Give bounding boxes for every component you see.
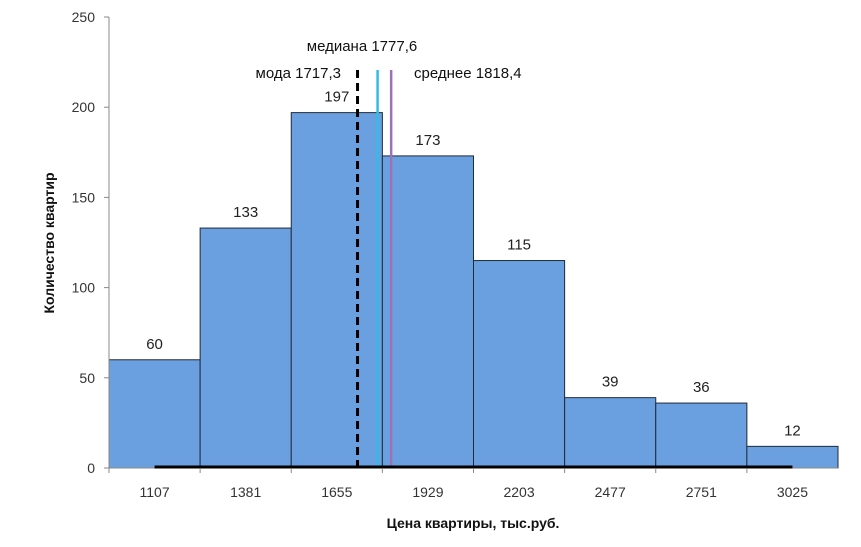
- bar-labels-group: 60 133 197 173 115 39 36 12: [146, 89, 801, 440]
- x-tick-label: 3025: [777, 484, 808, 500]
- bar-value-label: 133: [233, 204, 258, 221]
- bars-group: [108, 112, 839, 469]
- y-tick-label: 100: [72, 280, 96, 296]
- histogram-bar: [746, 445, 839, 469]
- histogram-bar: [108, 359, 201, 469]
- bar-value-label: 36: [693, 379, 710, 396]
- y-tick-label: 150: [72, 189, 96, 205]
- x-tick-label: 2751: [686, 484, 717, 500]
- x-axis-ticks: 1107 1381 1655 1929 2203 2477 2751 3025: [108, 468, 808, 500]
- y-tick-label: 0: [87, 460, 95, 476]
- y-axis-ticks: 0 50 100 150 200 250: [72, 9, 109, 476]
- bar-value-label: 173: [415, 132, 440, 149]
- y-tick-label: 250: [72, 9, 96, 25]
- y-tick-label: 200: [72, 99, 96, 115]
- bar-value-label: 60: [146, 336, 163, 353]
- reference-lines-group: [356, 70, 393, 468]
- x-axis-title: Цена квартиры, тыс.руб.: [387, 515, 560, 531]
- x-tick-label: 1929: [412, 484, 443, 500]
- histogram-bar: [199, 227, 292, 469]
- y-tick-label: 50: [79, 370, 95, 386]
- y-axis-title: Количество квартир: [41, 172, 57, 313]
- mean-annotation: среднее 1818,4: [414, 65, 522, 82]
- histogram-bar: [564, 397, 657, 469]
- histogram-bar: [655, 402, 748, 469]
- x-tick-label: 1381: [230, 484, 261, 500]
- histogram-bar: [290, 112, 383, 469]
- bar-value-label: 115: [507, 237, 531, 254]
- x-tick-label: 1107: [140, 484, 170, 500]
- bar-value-label: 12: [784, 422, 801, 439]
- x-tick-label: 1655: [321, 484, 352, 500]
- histogram-bar: [473, 260, 566, 469]
- x-tick-label: 2477: [595, 484, 626, 500]
- mode-annotation: мода 1717,3: [256, 65, 341, 82]
- x-tick-label: 2203: [503, 484, 534, 500]
- reference-annotations: медиана 1777,6 мода 1717,3 среднее 1818,…: [256, 38, 522, 82]
- median-annotation: медиана 1777,6: [307, 38, 417, 55]
- histogram-bar: [381, 155, 474, 469]
- bar-value-label: 39: [602, 374, 619, 391]
- bar-value-label: 197: [324, 89, 349, 106]
